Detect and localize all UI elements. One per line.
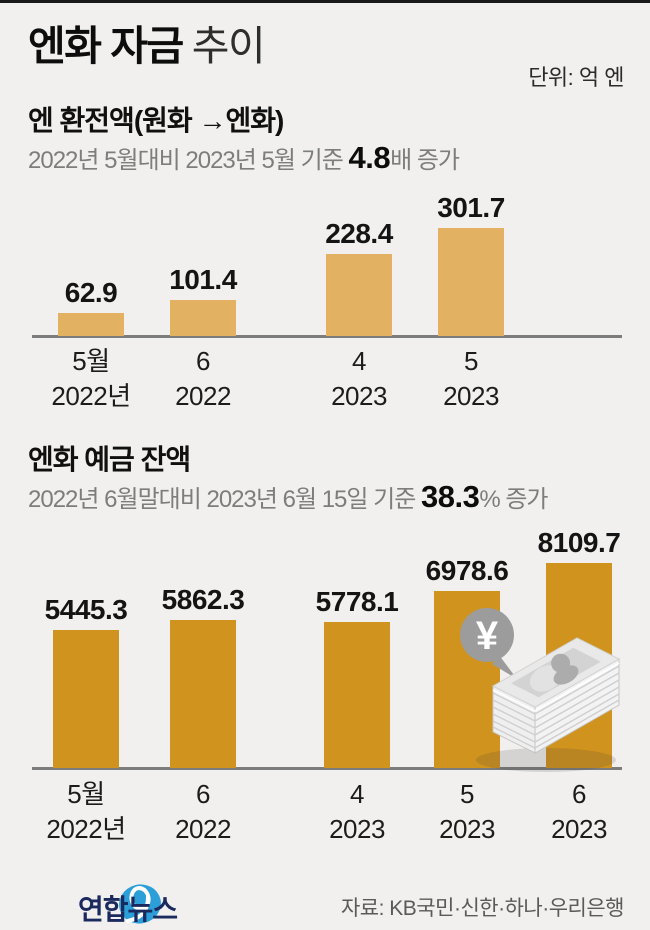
chart1-subtitle-prefix: 2022년 5월대비 2023년 5월 기준 bbox=[28, 147, 349, 174]
page-title: 엔화 자금 추이 bbox=[28, 22, 266, 70]
bar bbox=[170, 300, 236, 336]
yen-speech-bubble: ¥ bbox=[460, 608, 517, 679]
chart1-subtitle-suffix: 배 증가 bbox=[390, 147, 460, 174]
bar bbox=[324, 622, 390, 768]
x-axis-label: 5월 2022년 bbox=[46, 779, 126, 844]
page-title-light: 추이 bbox=[191, 23, 266, 69]
bar bbox=[170, 620, 236, 768]
bar-value-label: 5778.1 bbox=[315, 586, 399, 617]
chart2-subtitle: 2022년 6월말대비 2023년 6월 15일 기준 38.3% 증가 bbox=[28, 479, 549, 515]
page-title-strong: 엔화 자금 bbox=[28, 23, 184, 69]
x-axis-label: 6 2022 bbox=[175, 779, 231, 844]
chart1-x-axis-line bbox=[32, 335, 622, 338]
yonhap-logo-text: 연합뉴스 bbox=[78, 894, 178, 925]
banknote-stack-icon bbox=[491, 637, 621, 754]
chart2-subtitle-emphasis: 38.3 bbox=[420, 479, 480, 514]
x-axis-label: 4 2023 bbox=[331, 346, 387, 411]
chart2-x-axis-line bbox=[32, 767, 622, 770]
bar-value-label: 62.9 bbox=[64, 277, 118, 308]
yen-money-illustration: ¥ bbox=[460, 608, 621, 772]
chart2-subtitle-prefix: 2022년 6월말대비 2023년 6월 15일 기준 bbox=[28, 486, 421, 513]
bar bbox=[58, 313, 124, 336]
x-axis-label: 5 2023 bbox=[439, 779, 495, 844]
bar-value-label: 301.7 bbox=[437, 192, 505, 223]
source-credit: 자료: KB국민·신한·하나·우리은행 bbox=[340, 897, 625, 920]
bar-value-label: 5862.3 bbox=[161, 584, 245, 615]
chart1-subtitle: 2022년 5월대비 2023년 5월 기준 4.8배 증가 bbox=[28, 140, 460, 176]
bar bbox=[326, 254, 392, 336]
x-axis-label: 6 2022 bbox=[175, 346, 231, 411]
chart1-subtitle-emphasis: 4.8 bbox=[348, 140, 391, 175]
yen-symbol: ¥ bbox=[476, 614, 499, 658]
x-axis-label: 6 2023 bbox=[551, 779, 607, 844]
stack-shadow bbox=[476, 748, 616, 772]
bar bbox=[438, 228, 504, 336]
bar-value-label: 5445.3 bbox=[44, 594, 128, 625]
bar-value-label: 6978.6 bbox=[425, 555, 509, 586]
yonhap-logo-icon bbox=[119, 884, 161, 924]
top-border bbox=[0, 0, 650, 3]
chart1-x-axis-labels: 5월 2022년 6 2022 4 2023 5 2023 bbox=[0, 344, 650, 416]
bar-value-label: 228.4 bbox=[325, 218, 393, 249]
bar bbox=[53, 630, 119, 768]
bar-value-label: 101.4 bbox=[169, 264, 237, 295]
x-axis-label: 5 2023 bbox=[443, 346, 499, 411]
chart2-subtitle-suffix: % 증가 bbox=[479, 486, 548, 513]
bar-value-label: 8109.7 bbox=[537, 527, 621, 558]
x-axis-label: 4 2023 bbox=[329, 779, 385, 844]
chart2-title: 엔화 예금 잔액 bbox=[28, 444, 191, 475]
exchange-amount-bar-chart: 62.9 101.4 228.4 301.7 bbox=[0, 192, 650, 338]
chart1-title: 엔 환전액(원화 →엔화) bbox=[28, 105, 284, 136]
chart2-x-axis-labels: 5월 2022년 6 2022 4 2023 5 2023 6 2023 bbox=[0, 777, 650, 849]
unit-label: 단위: 억 엔 bbox=[528, 65, 624, 90]
x-axis-label: 5월 2022년 bbox=[51, 346, 131, 411]
